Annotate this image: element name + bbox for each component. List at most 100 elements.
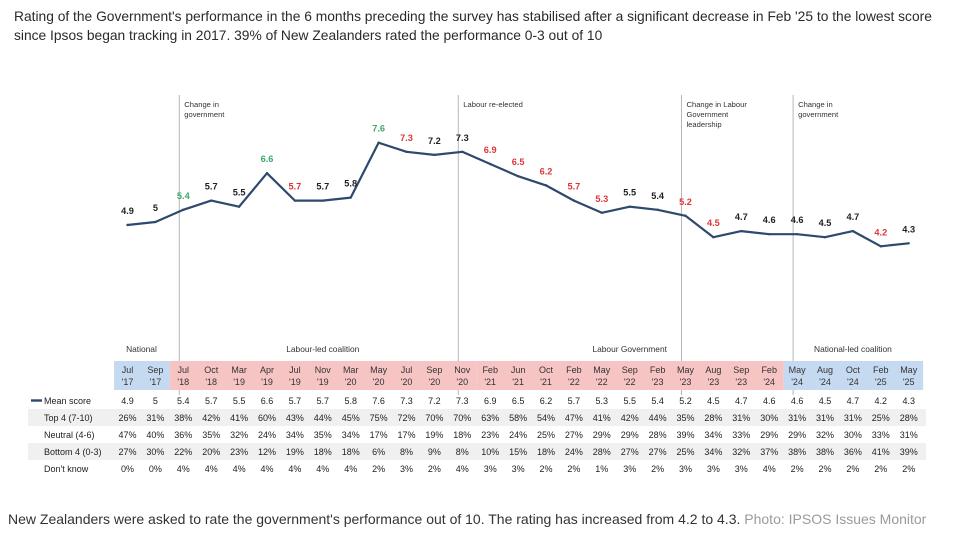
table-cell: 42%	[202, 413, 220, 423]
header-month: Mar	[231, 365, 247, 375]
header-month: Sep	[622, 365, 638, 375]
table-cell: 25%	[872, 413, 890, 423]
data-label: 6.2	[540, 166, 553, 176]
header-month: Feb	[873, 365, 889, 375]
header-month: Aug	[705, 365, 721, 375]
annotation-text: Change in	[184, 100, 219, 109]
row-label: Mean score	[44, 396, 91, 406]
table-cell: 47%	[118, 430, 136, 440]
table-cell: 4.3	[902, 396, 915, 406]
header-year: '20	[373, 377, 385, 387]
data-point	[321, 199, 324, 202]
annotation-text: leadership	[687, 120, 722, 129]
data-label: 4.5	[707, 218, 720, 228]
data-point	[433, 153, 436, 157]
table-cell: 28%	[900, 413, 918, 423]
header-month: May	[677, 365, 695, 375]
table-cell: 35%	[202, 430, 220, 440]
table-cell: 2%	[651, 464, 664, 474]
header-month: Oct	[204, 365, 219, 375]
table-cell: 31%	[788, 413, 806, 423]
data-label: 5.5	[623, 188, 636, 198]
data-point	[712, 236, 715, 239]
annotation-text: Labour re-elected	[463, 100, 523, 109]
table-cell: 58%	[509, 413, 527, 423]
header-year: '22	[596, 377, 608, 387]
table-cell: 17%	[370, 430, 388, 440]
data-label: 5.8	[344, 179, 357, 189]
table-cell: 63%	[481, 413, 499, 423]
table-cell: 4%	[288, 464, 301, 474]
table-cell: 44%	[649, 413, 667, 423]
header-month: May	[900, 365, 918, 375]
table-cell: 47%	[565, 413, 583, 423]
header-year: '19	[317, 377, 329, 387]
table-cell: 2%	[818, 464, 831, 474]
table-cell: 5.7	[317, 396, 330, 406]
table-cell: 31%	[732, 413, 750, 423]
table-cell: 4.9	[121, 396, 134, 406]
row-label: Top 4 (7-10)	[44, 413, 93, 423]
header-month: Oct	[846, 365, 861, 375]
table-cell: 29%	[621, 430, 639, 440]
table-cell: 2%	[902, 464, 915, 474]
header-band	[783, 361, 924, 390]
data-point	[516, 175, 520, 178]
header-year: '24	[847, 377, 859, 387]
table-cell: 28%	[704, 413, 722, 423]
data-label: 6.9	[484, 145, 497, 155]
data-label: 4.7	[735, 212, 748, 222]
data-label: 7.3	[400, 133, 413, 143]
table-cell: 24%	[258, 430, 276, 440]
data-label: 5.7	[316, 182, 329, 192]
data-label: 5.4	[651, 191, 665, 201]
government-period-label: National-led coalition	[814, 344, 892, 354]
data-label: 4.6	[791, 215, 804, 225]
table-cell: 20%	[202, 447, 220, 457]
table-cell: 7.3	[456, 396, 469, 406]
table-cell: 31%	[900, 430, 918, 440]
table-cell: 34%	[342, 430, 360, 440]
header-year: '19	[233, 377, 245, 387]
table-cell: 32%	[732, 447, 750, 457]
data-point	[126, 223, 129, 227]
table-cell: 5.8	[344, 396, 357, 406]
table-cell: 19%	[425, 430, 443, 440]
table-cell: 31%	[844, 413, 862, 423]
table-cell: 27%	[649, 447, 667, 457]
header-year: '22	[568, 377, 580, 387]
data-label: 6.5	[512, 157, 525, 167]
table-cell: 31%	[146, 413, 164, 423]
table-cell: 29%	[788, 430, 806, 440]
header-band	[169, 361, 477, 390]
table-cell: 41%	[593, 413, 611, 423]
government-period-labels: National Labour-led coalition Labour Gover…	[126, 344, 892, 354]
header-year: '19	[289, 377, 301, 387]
table-cell: 6.9	[484, 396, 497, 406]
header-month: May	[593, 365, 611, 375]
data-label: 5.7	[289, 182, 302, 192]
header-year: '24	[791, 377, 803, 387]
table-cell: 4.7	[735, 396, 748, 406]
header-year: '24	[763, 377, 775, 387]
header-month: Feb	[482, 365, 498, 375]
data-point	[405, 150, 408, 153]
table-cell: 18%	[342, 447, 360, 457]
table-cell: 43%	[286, 413, 304, 423]
table-cell: 33%	[732, 430, 750, 440]
data-label: 5	[153, 203, 158, 213]
table-cell: 2%	[428, 464, 441, 474]
data-point	[656, 208, 659, 211]
header-year: '25	[875, 377, 887, 387]
table-cell: 2%	[791, 464, 804, 474]
table-cell: 0%	[121, 464, 134, 474]
table-cell: 27%	[565, 430, 583, 440]
data-labels: 4.9 5 5.4 5.7 5.5 6.6 5.7 5.7 5.8 7.6 7.3 7.2 7.3 6.9…	[121, 124, 915, 238]
table-cell: 39%	[900, 447, 918, 457]
table-cell: 60%	[258, 413, 276, 423]
data-point	[182, 208, 185, 211]
table-cell: 45%	[342, 413, 360, 423]
table-cell: 7.2	[428, 396, 441, 406]
table-cell: 25%	[537, 430, 555, 440]
data-point	[489, 162, 492, 166]
